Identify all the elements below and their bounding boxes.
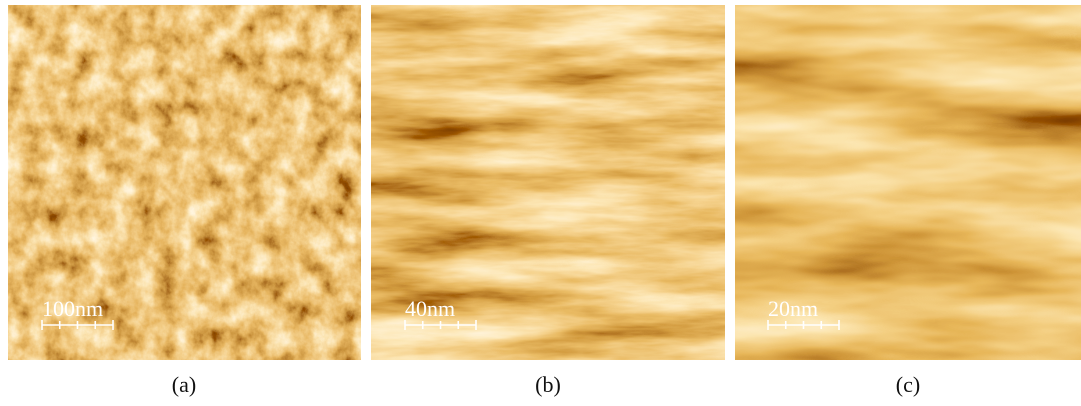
scale-label: 100nm xyxy=(42,296,103,321)
panel-a: 100nm (a) xyxy=(8,5,361,397)
panel-c: 20nm (c) xyxy=(735,5,1081,397)
scale-label: 40nm xyxy=(405,296,455,321)
figure: 100nm (a) 40nm (b) 20nm (c) xyxy=(0,0,1081,406)
caption: (c) xyxy=(896,372,920,397)
caption: (b) xyxy=(535,372,561,397)
panel-b: 40nm (b) xyxy=(371,5,725,397)
scale-label: 20nm xyxy=(768,296,818,321)
caption: (a) xyxy=(172,372,196,397)
